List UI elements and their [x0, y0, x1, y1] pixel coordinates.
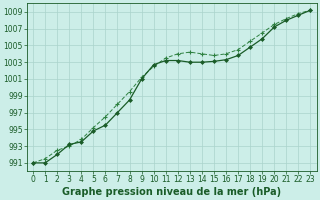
X-axis label: Graphe pression niveau de la mer (hPa): Graphe pression niveau de la mer (hPa) — [62, 187, 281, 197]
